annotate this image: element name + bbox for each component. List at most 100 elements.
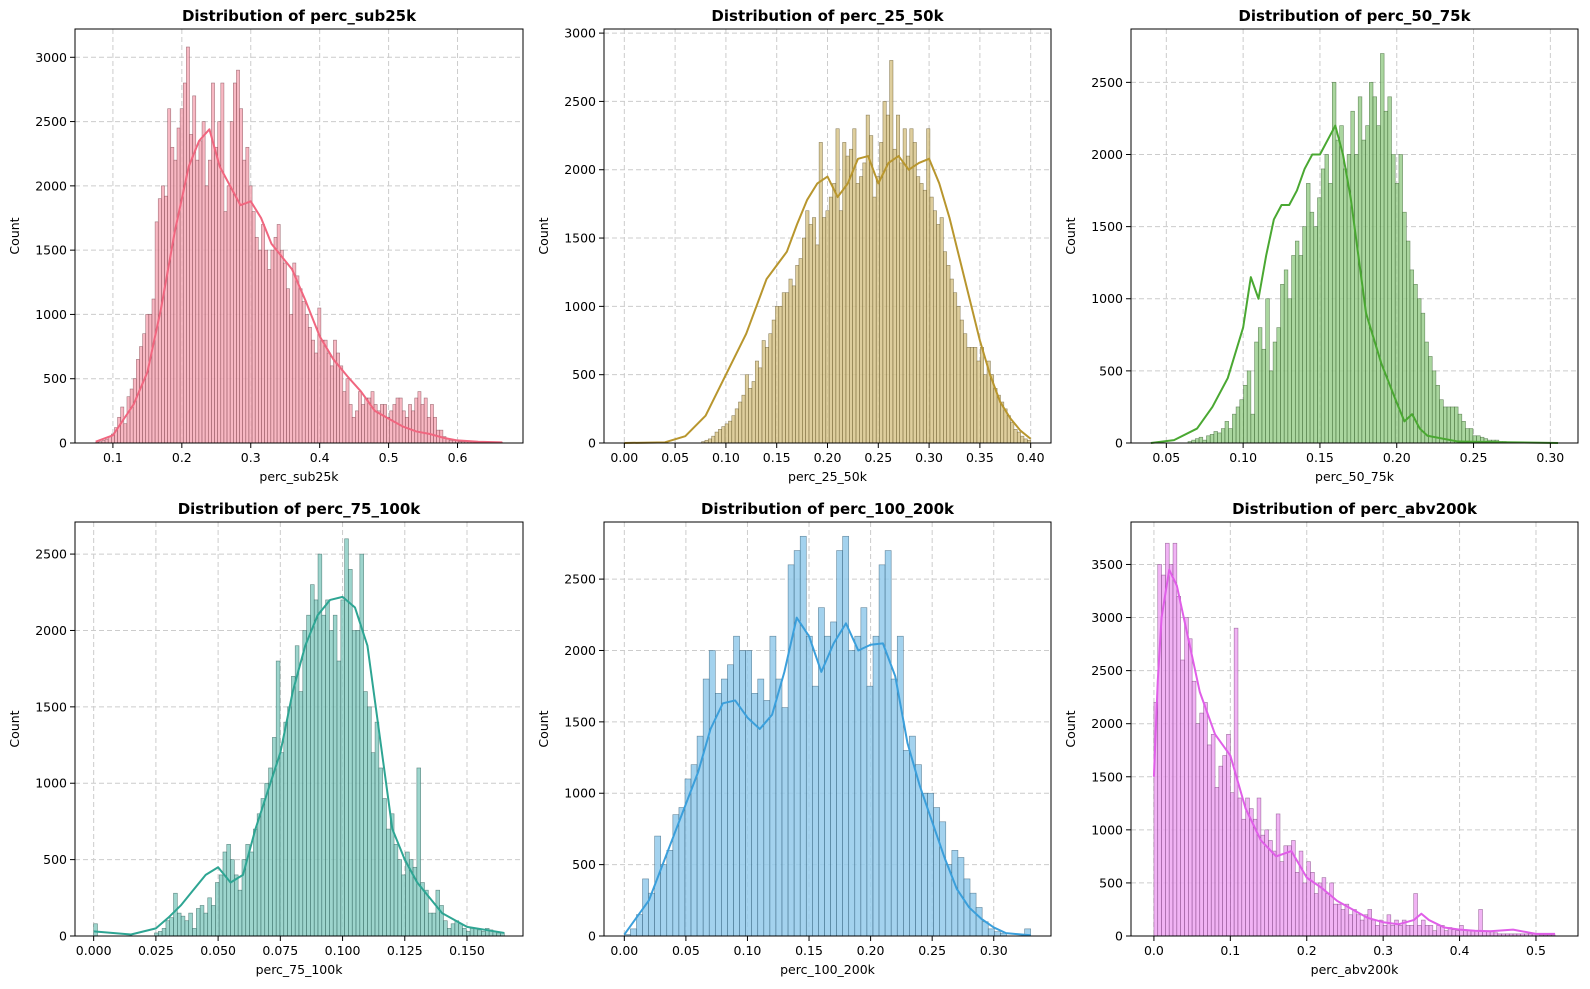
histogram-bar xyxy=(1439,399,1444,444)
histogram-bar xyxy=(721,426,726,444)
histogram-bar xyxy=(198,140,203,444)
subplot-5: 0.00 0.05 0.10 0.15 0.20 0.25 0.30 0 500 1000 1500… xyxy=(536,500,1052,977)
histogram-bar xyxy=(976,360,981,444)
y-tick-label: 0 xyxy=(588,929,596,944)
histogram-bar xyxy=(1246,370,1252,444)
histogram-bar xyxy=(1241,818,1246,937)
histogram-bar xyxy=(1394,919,1399,937)
histogram-bar xyxy=(1291,255,1296,444)
histogram-bar xyxy=(392,404,397,444)
kde-line xyxy=(1152,568,1556,935)
histogram-bar xyxy=(1165,542,1170,937)
y-tick-label: 2500 xyxy=(35,114,67,129)
histogram-bar xyxy=(1383,110,1389,444)
histogram-bar xyxy=(1172,542,1178,937)
histogram-bar xyxy=(1382,925,1388,937)
y-tick-label: 2500 xyxy=(564,572,596,587)
histogram-bar xyxy=(872,635,880,937)
histogram-bar xyxy=(1417,925,1422,937)
histogram-bar xyxy=(295,275,300,444)
histogram-bar xyxy=(405,416,409,444)
histogram-bar xyxy=(1348,914,1353,937)
histogram-bar xyxy=(184,920,190,937)
histogram-bar xyxy=(939,217,944,444)
x-tick-label: 0.05 xyxy=(672,943,700,958)
y-tick-label: 0 xyxy=(1115,929,1123,944)
histogram-bar xyxy=(326,352,331,444)
histogram-bar xyxy=(973,347,978,444)
histogram-bar xyxy=(1417,298,1422,444)
histogram-bar xyxy=(878,564,886,937)
histogram-bar xyxy=(879,142,884,444)
y-tick-label: 1000 xyxy=(35,307,67,322)
histogram-bar xyxy=(427,912,433,937)
histogram-bar xyxy=(1424,925,1430,937)
histogram-bar xyxy=(921,792,928,937)
histogram-bar xyxy=(707,438,712,444)
histogram-bar xyxy=(1457,413,1463,444)
chart-title: Distribution of perc_sub25k xyxy=(182,7,417,25)
histogram-bar xyxy=(1489,931,1495,937)
histogram-bar xyxy=(1023,438,1028,444)
histogram-bar xyxy=(745,650,752,937)
histogram-bar xyxy=(751,381,756,444)
histogram-bar xyxy=(932,210,937,444)
histogram-bar xyxy=(630,928,637,937)
histogram-bar xyxy=(738,401,743,444)
histogram-bar xyxy=(363,691,368,937)
histogram-bar xyxy=(980,347,984,444)
histogram-bar xyxy=(983,374,988,444)
histogram-bar xyxy=(276,224,281,444)
y-axis-label: Count xyxy=(536,217,551,254)
histogram-bar xyxy=(1016,431,1021,444)
histogram-bar xyxy=(279,752,285,937)
histogram-bar xyxy=(1321,877,1327,937)
histogram-bar xyxy=(1354,154,1359,444)
y-tick-label: 3500 xyxy=(1091,557,1123,572)
histogram-bar xyxy=(310,584,315,937)
histogram-bar xyxy=(164,195,168,444)
histogram-bar xyxy=(872,196,877,444)
histogram-bar xyxy=(890,678,898,937)
histogram-bar xyxy=(367,706,372,937)
histogram-bar xyxy=(1359,919,1365,937)
histogram-bar xyxy=(386,828,391,937)
x-tick-label: 0.15 xyxy=(763,450,791,465)
histogram-bar xyxy=(161,185,165,444)
histogram-bar xyxy=(1344,903,1350,937)
histogram-bar xyxy=(666,850,674,937)
histogram-bar xyxy=(370,752,376,937)
histogram-bar xyxy=(1209,434,1215,444)
histogram-bar xyxy=(785,292,790,444)
histogram-bar xyxy=(249,851,254,937)
histogram-bar xyxy=(333,339,337,444)
histogram-bar xyxy=(748,388,753,444)
histogram-bar xyxy=(1435,384,1440,444)
histogram-bar xyxy=(283,721,288,937)
histogram-bar xyxy=(1443,930,1449,937)
histogram-bar xyxy=(721,678,728,937)
histogram-bar xyxy=(1261,348,1266,444)
histogram-bar xyxy=(912,142,917,444)
histogram-bar xyxy=(342,391,347,444)
histogram-bar xyxy=(148,314,153,444)
histogram-bar xyxy=(226,844,231,937)
histogram-bar xyxy=(832,183,837,444)
histogram-bar xyxy=(302,630,307,937)
histogram-bar xyxy=(1428,925,1434,937)
x-tick-label: 0.00 xyxy=(610,450,638,465)
histogram-bar xyxy=(1302,882,1308,937)
histogram-bar xyxy=(411,410,416,444)
histogram-bar xyxy=(1350,110,1355,444)
subplot-2: 0.00 0.05 0.10 0.15 0.20 0.25 0.30 0.35 0.40 0 500… xyxy=(536,7,1052,484)
histogram-bar xyxy=(253,828,258,937)
histogram-bar xyxy=(739,650,746,937)
histogram-bar xyxy=(775,306,780,444)
histogram-bar xyxy=(1337,903,1342,937)
histogram-bar xyxy=(802,237,806,444)
histogram-bar xyxy=(859,176,864,444)
histogram-bar xyxy=(325,599,330,937)
x-tick-label: 0.150 xyxy=(449,943,485,958)
histogram-bar xyxy=(1283,845,1288,937)
histogram-bar xyxy=(993,931,1001,937)
